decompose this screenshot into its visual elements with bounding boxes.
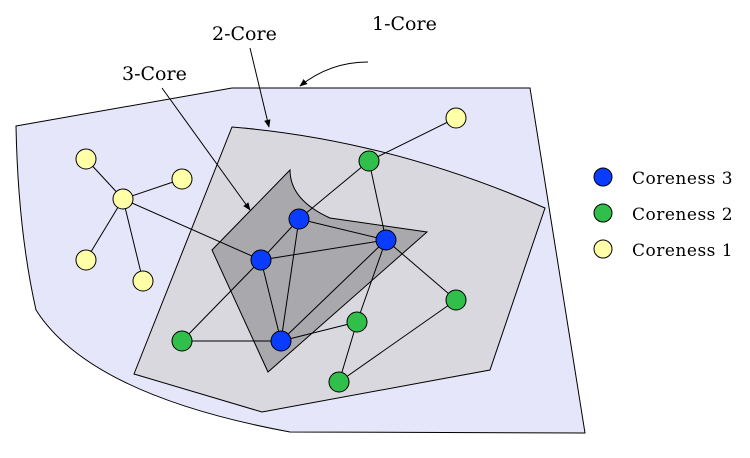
node-coreness-1 bbox=[445, 107, 467, 129]
callout-2-core: 2-Core bbox=[212, 23, 277, 45]
edge bbox=[356, 239, 387, 323]
edge bbox=[122, 198, 262, 261]
edge bbox=[260, 259, 282, 342]
edge bbox=[338, 299, 457, 383]
edge bbox=[368, 117, 457, 162]
node-coreness-2 bbox=[346, 311, 368, 333]
callout-1-core: 1-Core bbox=[372, 13, 437, 35]
edge bbox=[260, 239, 387, 261]
node-coreness-1 bbox=[75, 249, 97, 271]
node-coreness-2 bbox=[358, 150, 380, 172]
edge bbox=[280, 218, 300, 342]
edge bbox=[85, 198, 124, 261]
node-coreness-3 bbox=[250, 249, 272, 271]
node-coreness-3 bbox=[270, 330, 292, 352]
callout-3-core-arrow bbox=[161, 87, 251, 211]
legend-swatch-coreness-3 bbox=[593, 167, 613, 187]
legend-swatch-coreness-2 bbox=[593, 203, 613, 223]
node-coreness-3 bbox=[288, 208, 310, 230]
node-coreness-3 bbox=[375, 229, 397, 251]
edge bbox=[181, 259, 262, 342]
edge bbox=[298, 160, 370, 220]
legend: Coreness 3 Coreness 2 Coreness 1 bbox=[593, 167, 733, 261]
legend-swatch-coreness-1 bbox=[593, 239, 613, 259]
edge bbox=[280, 321, 358, 342]
node-coreness-1 bbox=[132, 270, 154, 292]
node-coreness-2 bbox=[328, 371, 350, 393]
node-coreness-1 bbox=[112, 188, 134, 210]
edge bbox=[385, 239, 457, 301]
legend-label-coreness-1: Coreness 1 bbox=[632, 241, 733, 261]
edge bbox=[368, 160, 387, 241]
edge bbox=[280, 239, 387, 342]
legend-label-coreness-3: Coreness 3 bbox=[632, 169, 733, 189]
node-coreness-2 bbox=[171, 330, 193, 352]
edges bbox=[85, 117, 457, 383]
node-coreness-1 bbox=[171, 168, 193, 190]
legend-label-coreness-2: Coreness 2 bbox=[632, 205, 733, 225]
core3-region bbox=[211, 168, 429, 373]
callout-3-core: 3-Core bbox=[122, 63, 187, 85]
edge bbox=[122, 198, 144, 282]
callout-2-core-arrow bbox=[249, 47, 271, 128]
node-coreness-2 bbox=[445, 289, 467, 311]
node-coreness-1 bbox=[75, 148, 97, 170]
nodes bbox=[75, 107, 467, 393]
edge bbox=[298, 218, 387, 241]
callout-1-core-arrow bbox=[299, 61, 369, 87]
